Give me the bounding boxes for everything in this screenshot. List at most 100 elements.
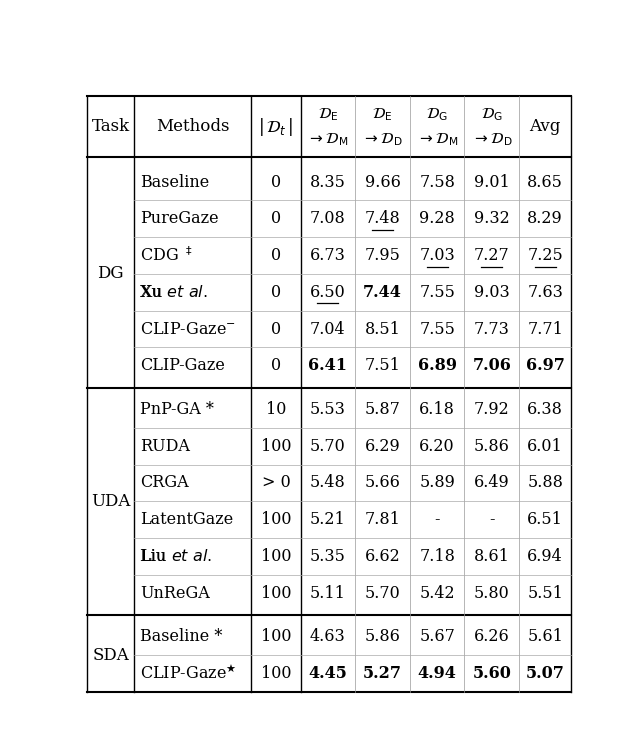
Text: 8.61: 8.61 bbox=[474, 548, 509, 565]
Text: 7.08: 7.08 bbox=[310, 210, 346, 228]
Text: 6.26: 6.26 bbox=[474, 628, 509, 645]
Text: 0: 0 bbox=[271, 357, 281, 374]
Text: RUDA: RUDA bbox=[140, 438, 189, 455]
Text: $\rightarrow\mathcal{D}_\mathrm{M}$: $\rightarrow\mathcal{D}_\mathrm{M}$ bbox=[417, 131, 458, 148]
Text: 5.07: 5.07 bbox=[525, 665, 564, 682]
Text: 7.58: 7.58 bbox=[419, 174, 455, 190]
Text: $\rightarrow\mathcal{D}_\mathrm{D}$: $\rightarrow\mathcal{D}_\mathrm{D}$ bbox=[472, 131, 512, 148]
Text: 6.01: 6.01 bbox=[527, 438, 563, 455]
Text: UnReGA: UnReGA bbox=[140, 585, 209, 602]
Text: Liu: Liu bbox=[140, 548, 171, 565]
Text: CLIP-Gaze$^\bigstar$: CLIP-Gaze$^\bigstar$ bbox=[140, 665, 237, 683]
Text: 9.03: 9.03 bbox=[474, 283, 509, 301]
Text: 6.89: 6.89 bbox=[418, 357, 457, 374]
Text: 5.70: 5.70 bbox=[310, 438, 346, 455]
Text: 10: 10 bbox=[266, 401, 286, 418]
Text: -: - bbox=[435, 511, 440, 528]
Text: LatentGaze: LatentGaze bbox=[140, 511, 233, 528]
Text: 100: 100 bbox=[260, 438, 291, 455]
Text: 9.01: 9.01 bbox=[474, 174, 509, 190]
Text: 5.27: 5.27 bbox=[363, 665, 402, 682]
Text: Xu $\mathit{et\ al.}$: Xu $\mathit{et\ al.}$ bbox=[140, 283, 207, 301]
Text: $|\,\mathcal{D}_t\,|$: $|\,\mathcal{D}_t\,|$ bbox=[259, 116, 294, 137]
Text: 5.86: 5.86 bbox=[474, 438, 509, 455]
Text: CRGA: CRGA bbox=[140, 474, 188, 492]
Text: 5.60: 5.60 bbox=[472, 665, 511, 682]
Text: 100: 100 bbox=[260, 665, 291, 682]
Text: Baseline *: Baseline * bbox=[140, 628, 222, 645]
Text: 6.97: 6.97 bbox=[525, 357, 564, 374]
Text: 5.87: 5.87 bbox=[365, 401, 401, 418]
Text: 6.41: 6.41 bbox=[308, 357, 348, 374]
Text: PnP-GA *: PnP-GA * bbox=[140, 401, 214, 418]
Text: 8.35: 8.35 bbox=[310, 174, 346, 190]
Text: 7.04: 7.04 bbox=[310, 321, 346, 337]
Text: > 0: > 0 bbox=[262, 474, 291, 492]
Text: 7.55: 7.55 bbox=[419, 283, 455, 301]
Text: 7.48: 7.48 bbox=[365, 210, 401, 228]
Text: 6.73: 6.73 bbox=[310, 247, 346, 264]
Text: 6.49: 6.49 bbox=[474, 474, 509, 492]
Text: 6.94: 6.94 bbox=[527, 548, 563, 565]
Text: Baseline: Baseline bbox=[140, 174, 209, 190]
Text: 9.32: 9.32 bbox=[474, 210, 509, 228]
Text: 5.42: 5.42 bbox=[419, 585, 455, 602]
Text: DG: DG bbox=[97, 266, 124, 283]
Text: 4.45: 4.45 bbox=[308, 665, 348, 682]
Text: 0: 0 bbox=[271, 210, 281, 228]
Text: 7.81: 7.81 bbox=[365, 511, 401, 528]
Text: PureGaze: PureGaze bbox=[140, 210, 218, 228]
Text: 5.53: 5.53 bbox=[310, 401, 346, 418]
Text: 7.95: 7.95 bbox=[365, 247, 401, 264]
Text: 7.92: 7.92 bbox=[474, 401, 509, 418]
Text: $\rightarrow\mathcal{D}_\mathrm{D}$: $\rightarrow\mathcal{D}_\mathrm{D}$ bbox=[362, 131, 403, 148]
Text: 0: 0 bbox=[271, 283, 281, 301]
Text: 0: 0 bbox=[271, 321, 281, 337]
Text: 8.29: 8.29 bbox=[527, 210, 563, 228]
Text: 7.27: 7.27 bbox=[474, 247, 509, 264]
Text: 100: 100 bbox=[260, 511, 291, 528]
Text: 8.65: 8.65 bbox=[527, 174, 563, 190]
Text: 7.73: 7.73 bbox=[474, 321, 509, 337]
Text: 5.35: 5.35 bbox=[310, 548, 346, 565]
Text: 0: 0 bbox=[271, 174, 281, 190]
Text: 6.50: 6.50 bbox=[310, 283, 346, 301]
Text: 7.18: 7.18 bbox=[419, 548, 455, 565]
Text: Xu: Xu bbox=[140, 283, 166, 301]
Text: 5.51: 5.51 bbox=[527, 585, 563, 602]
Text: 4.63: 4.63 bbox=[310, 628, 346, 645]
Text: Methods: Methods bbox=[156, 118, 229, 135]
Text: 100: 100 bbox=[260, 585, 291, 602]
Text: $\mathcal{D}_\mathrm{G}$: $\mathcal{D}_\mathrm{G}$ bbox=[481, 106, 502, 123]
Text: 7.44: 7.44 bbox=[363, 283, 402, 301]
Text: 7.63: 7.63 bbox=[527, 283, 563, 301]
Text: 5.70: 5.70 bbox=[365, 585, 401, 602]
Text: CLIP-Gaze$^{-}$: CLIP-Gaze$^{-}$ bbox=[140, 321, 236, 337]
Text: CLIP-Gaze: CLIP-Gaze bbox=[140, 357, 225, 374]
Text: 6.20: 6.20 bbox=[419, 438, 455, 455]
Text: 7.51: 7.51 bbox=[365, 357, 401, 374]
Text: $\rightarrow\mathcal{D}_\mathrm{M}$: $\rightarrow\mathcal{D}_\mathrm{M}$ bbox=[307, 131, 349, 148]
Text: 5.48: 5.48 bbox=[310, 474, 346, 492]
Text: 0: 0 bbox=[271, 247, 281, 264]
Text: 6.18: 6.18 bbox=[419, 401, 455, 418]
Text: 9.28: 9.28 bbox=[419, 210, 455, 228]
Text: -: - bbox=[489, 511, 495, 528]
Text: 5.86: 5.86 bbox=[365, 628, 401, 645]
Text: 6.62: 6.62 bbox=[365, 548, 401, 565]
Text: 100: 100 bbox=[260, 628, 291, 645]
Text: 5.61: 5.61 bbox=[527, 628, 563, 645]
Text: 5.80: 5.80 bbox=[474, 585, 509, 602]
Text: UDA: UDA bbox=[91, 493, 131, 510]
Text: 5.89: 5.89 bbox=[419, 474, 455, 492]
Text: $\mathcal{D}_\mathrm{E}$: $\mathcal{D}_\mathrm{E}$ bbox=[372, 106, 393, 123]
Text: $\mathcal{D}_\mathrm{G}$: $\mathcal{D}_\mathrm{G}$ bbox=[426, 106, 448, 123]
Text: SDA: SDA bbox=[92, 647, 129, 664]
Text: 7.25: 7.25 bbox=[527, 247, 563, 264]
Text: 9.66: 9.66 bbox=[365, 174, 401, 190]
Text: 7.06: 7.06 bbox=[472, 357, 511, 374]
Text: 5.67: 5.67 bbox=[419, 628, 455, 645]
Text: 5.11: 5.11 bbox=[310, 585, 346, 602]
Text: 7.71: 7.71 bbox=[527, 321, 563, 337]
Text: 5.21: 5.21 bbox=[310, 511, 346, 528]
